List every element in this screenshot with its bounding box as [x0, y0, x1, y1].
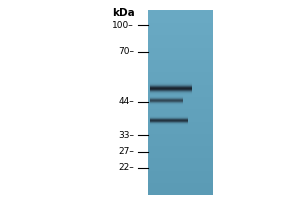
Text: 44–: 44– [118, 98, 134, 106]
Text: 33–: 33– [118, 130, 134, 140]
Text: 70–: 70– [118, 47, 134, 56]
Text: kDa: kDa [112, 8, 135, 18]
Text: 27–: 27– [118, 148, 134, 156]
Text: 22–: 22– [118, 164, 134, 172]
Text: 100–: 100– [112, 21, 134, 29]
